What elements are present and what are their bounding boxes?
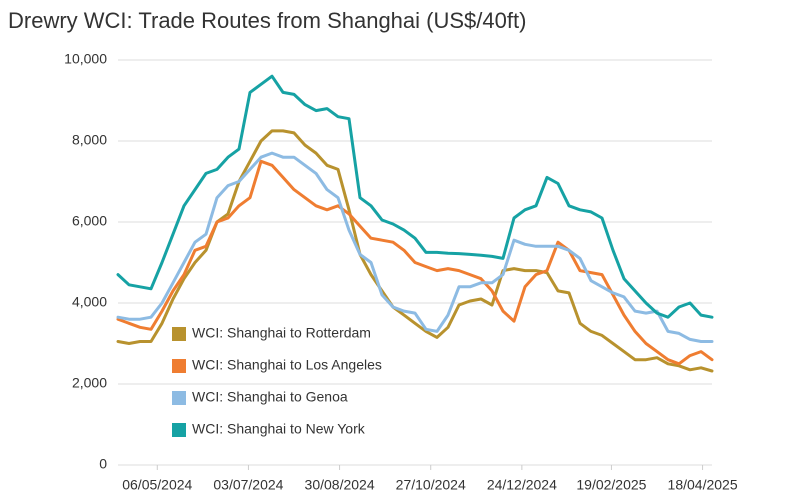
- series-line: [116, 74, 714, 319]
- x-tick-label: 30/08/2024: [305, 477, 375, 493]
- x-tick-label: 19/02/2025: [576, 477, 646, 493]
- x-tick-label: 24/12/2024: [487, 477, 557, 493]
- series-line: [116, 159, 714, 366]
- y-tick-label: 4,000: [72, 294, 107, 310]
- y-tick-label: 6,000: [72, 213, 107, 229]
- legend-label: WCI: Shanghai to Genoa: [192, 389, 348, 405]
- legend-label: WCI: Shanghai to Los Angeles: [192, 357, 382, 373]
- series-line: [116, 151, 714, 343]
- x-tick-label: 27/10/2024: [396, 477, 466, 493]
- y-tick-label: 2,000: [72, 375, 107, 391]
- y-tick-label: 8,000: [72, 132, 107, 148]
- y-tick-label: 10,000: [64, 51, 107, 67]
- chart-title: Drewry WCI: Trade Routes from Shanghai (…: [8, 8, 526, 33]
- x-tick-label: 06/05/2024: [122, 477, 192, 493]
- legend-label: WCI: Shanghai to New York: [192, 421, 366, 437]
- legend-swatch: [172, 327, 186, 341]
- legend-swatch: [172, 391, 186, 405]
- legend-swatch: [172, 423, 186, 437]
- legend-label: WCI: Shanghai to Rotterdam: [192, 325, 371, 341]
- x-tick-label: 03/07/2024: [213, 477, 283, 493]
- x-tick-label: 18/04/2025: [668, 477, 738, 493]
- legend-swatch: [172, 359, 186, 373]
- y-tick-label: 0: [99, 456, 107, 472]
